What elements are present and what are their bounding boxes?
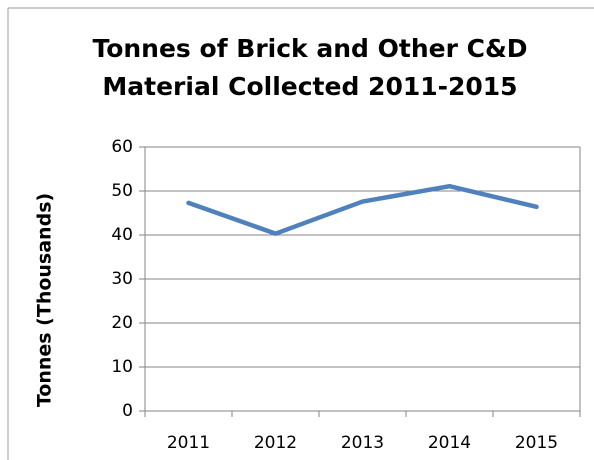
y-axis-label: Tonnes (Thousands) (34, 193, 56, 407)
y-tick-label: 0 (122, 401, 133, 421)
y-tick-label: 40 (111, 225, 133, 245)
x-tick-label: 2013 (341, 433, 384, 453)
x-tick-label: 2011 (167, 433, 210, 453)
y-tick-label: 30 (111, 269, 133, 289)
y-tick-label: 20 (111, 313, 133, 333)
x-tick-label: 2015 (515, 433, 558, 453)
y-tick-label: 60 (111, 137, 133, 157)
y-tick-label: 10 (111, 357, 133, 377)
x-tick-label: 2012 (254, 433, 297, 453)
chart-title: Tonnes of Brick and Other C&D Material C… (92, 34, 528, 101)
data-line (186, 183, 539, 236)
x-tick-label: 2014 (428, 433, 471, 453)
y-tick-label: 50 (111, 181, 133, 201)
